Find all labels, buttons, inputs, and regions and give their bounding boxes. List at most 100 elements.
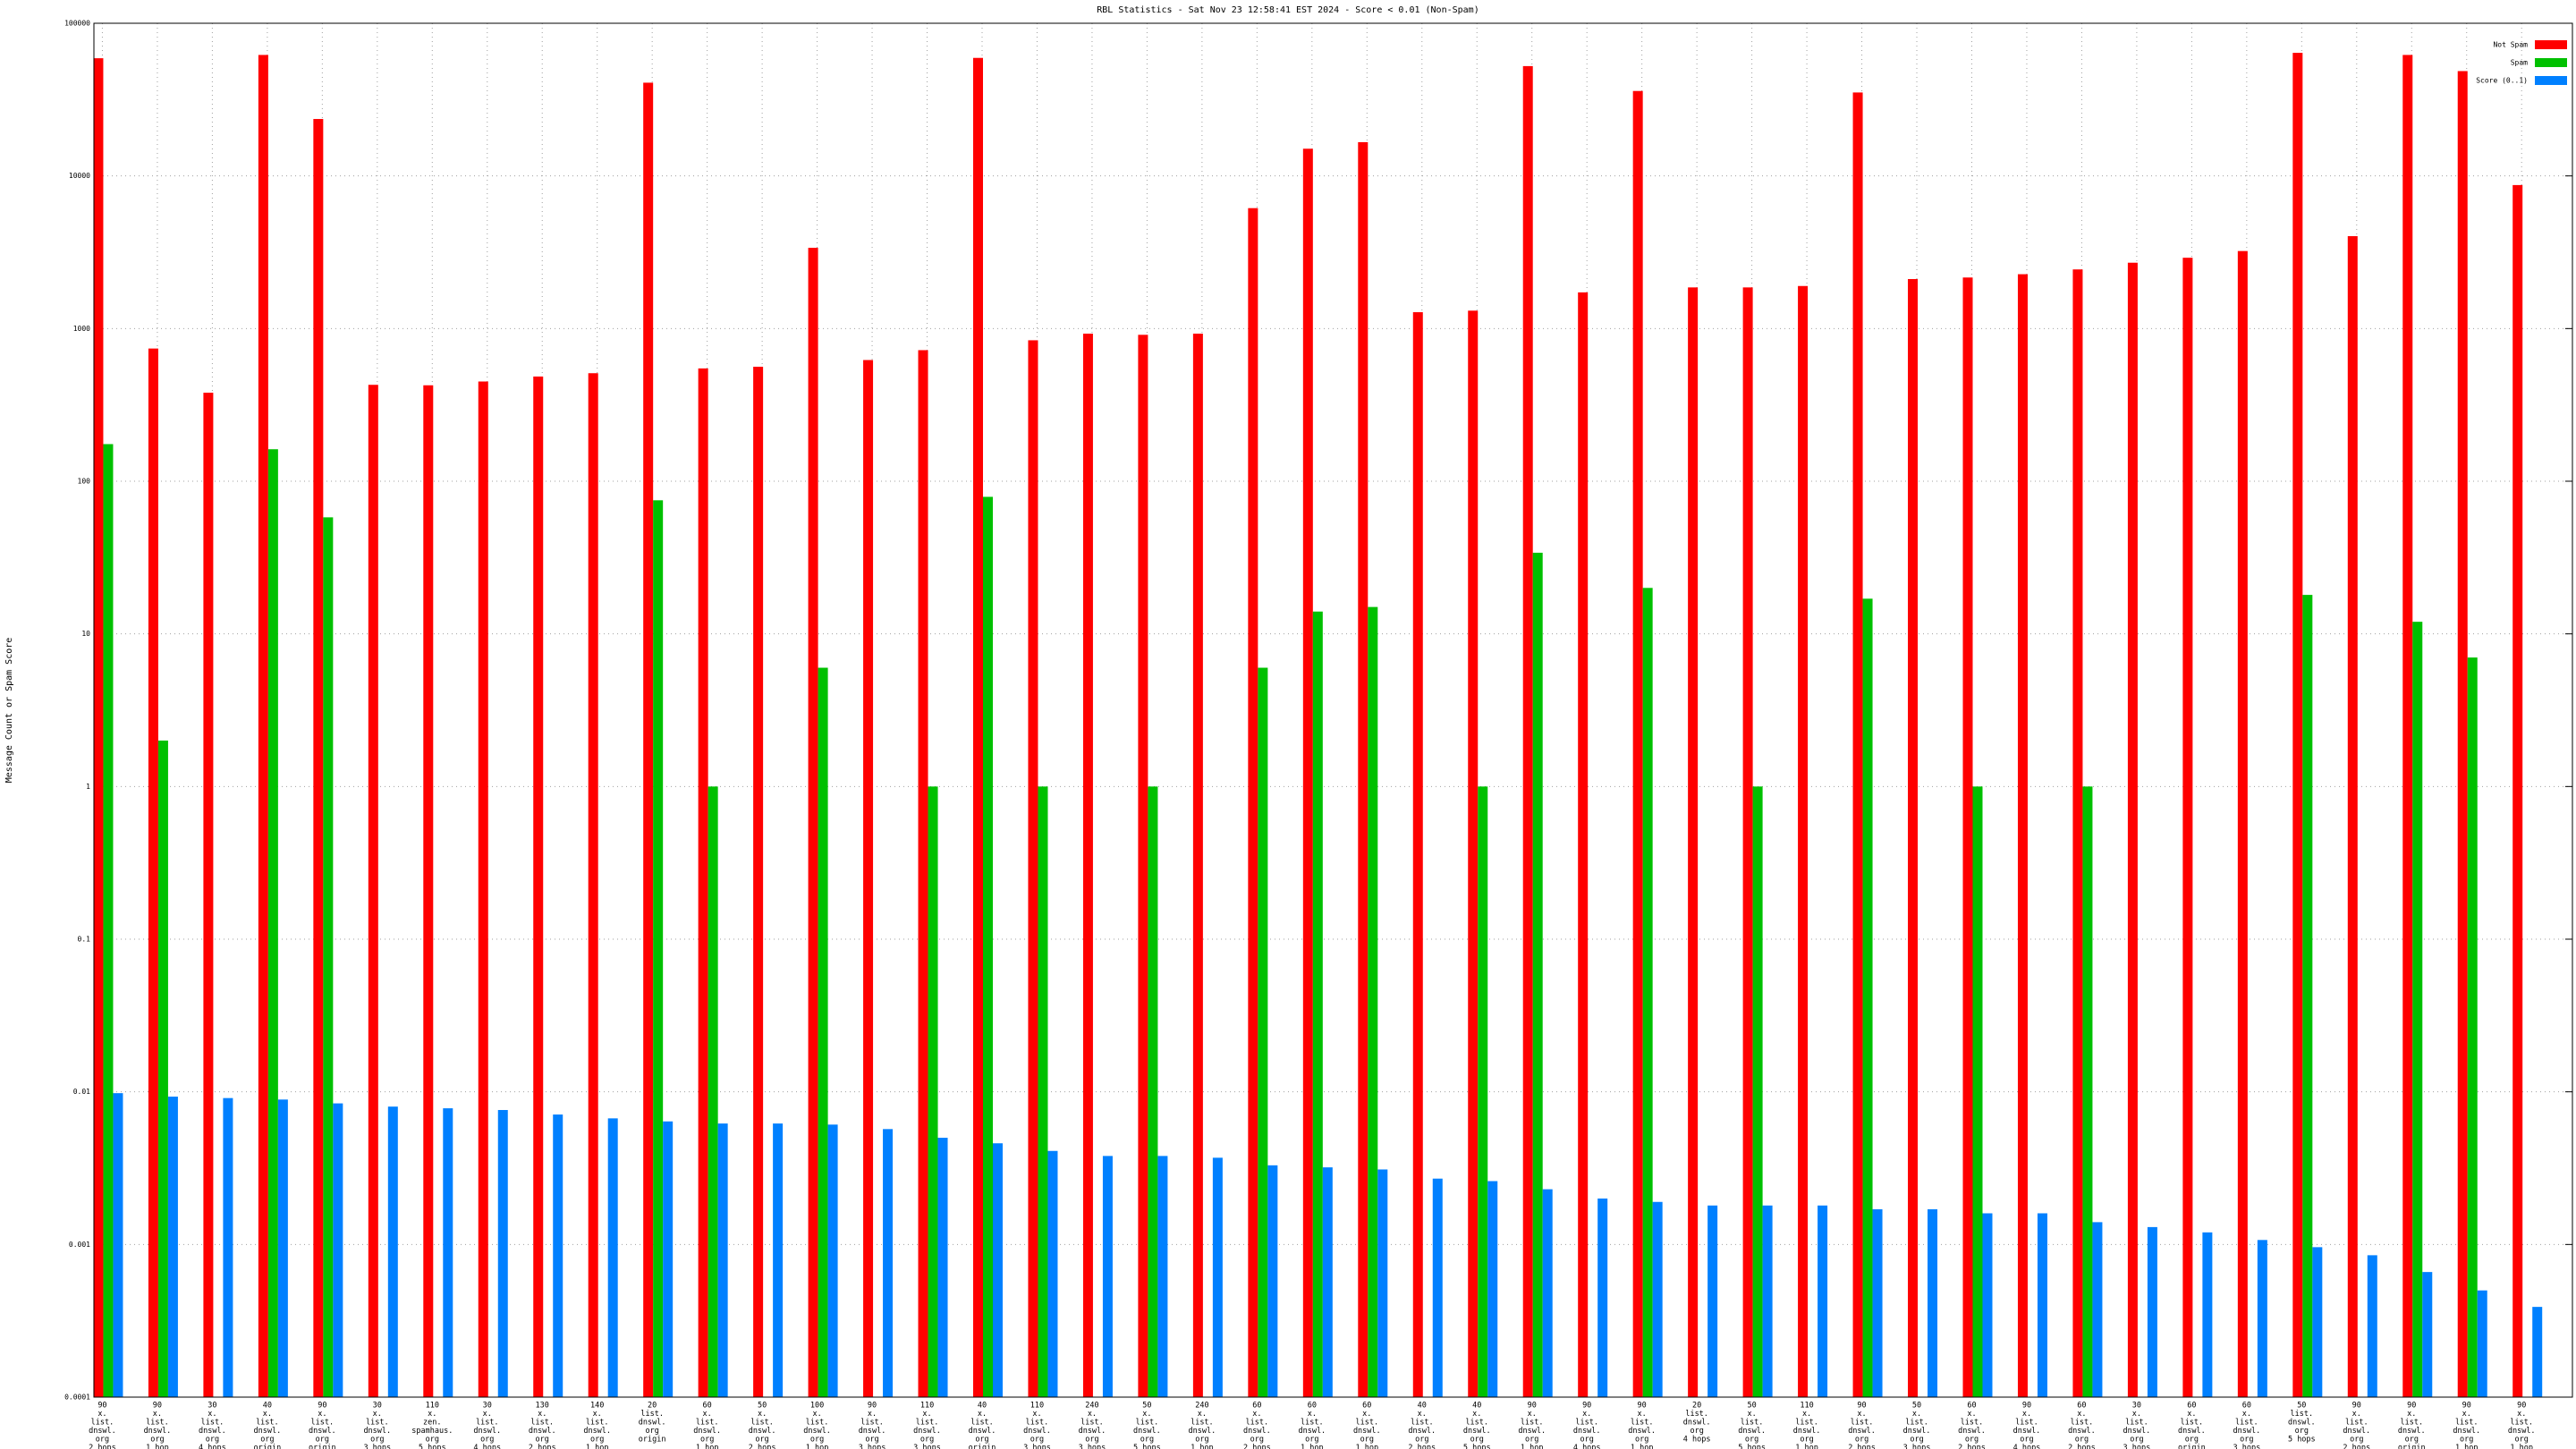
x-tick-label: org <box>2405 1436 2419 1445</box>
x-tick-label: x. <box>593 1410 602 1419</box>
x-tick-label: org <box>2185 1436 2199 1445</box>
x-tick-label: 3 hops <box>859 1444 886 1449</box>
bar <box>157 740 168 1397</box>
x-tick-label: 2 hops <box>749 1444 776 1449</box>
x-tick-label: org <box>150 1436 164 1445</box>
bar <box>1047 1150 1058 1397</box>
x-tick-label: 90 <box>97 1402 106 1411</box>
x-tick-label: x. <box>1747 1410 1756 1419</box>
x-tick-label: org <box>1195 1436 1208 1445</box>
bar <box>2422 1272 2433 1397</box>
x-tick-label: 4 hops <box>473 1444 501 1449</box>
bar <box>533 376 544 1397</box>
bar <box>653 500 664 1397</box>
x-tick-label: list. <box>2510 1419 2533 1428</box>
bar <box>1102 1156 1113 1397</box>
x-tick-label: 5 hops <box>1133 1444 1161 1449</box>
bar <box>258 55 268 1398</box>
bar <box>2072 269 2083 1398</box>
bar <box>1752 786 1763 1397</box>
bar <box>698 368 708 1397</box>
x-tick-label: 1 hop <box>1356 1444 1379 1449</box>
x-tick-label: list. <box>1080 1419 1104 1428</box>
x-tick-label: list. <box>476 1419 499 1428</box>
x-tick-label: origin <box>2178 1444 2206 1449</box>
x-tick-label: 130 <box>536 1402 549 1411</box>
x-tick-label: dnswl. <box>529 1427 556 1436</box>
bar <box>2402 55 2413 1398</box>
x-tick-label: org <box>1745 1436 1758 1445</box>
x-tick-label: list. <box>1411 1419 1434 1428</box>
x-tick-label: dnswl. <box>1243 1427 1271 1436</box>
y-tick-label: 0.001 <box>69 1241 90 1249</box>
x-tick-label: org <box>1910 1436 1923 1445</box>
x-tick-label: org <box>2515 1436 2529 1445</box>
x-tick-label: list. <box>1851 1419 1874 1428</box>
bar <box>323 517 334 1397</box>
legend-swatch <box>2535 58 2567 67</box>
bar <box>1762 1205 1773 1397</box>
bar <box>368 385 378 1397</box>
x-tick-label: 40 <box>263 1402 272 1411</box>
x-tick-label: 60 <box>1362 1402 1371 1411</box>
x-tick-label: list. <box>1356 1419 1379 1428</box>
x-tick-label: org <box>426 1436 439 1445</box>
x-tick-label: list. <box>696 1419 719 1428</box>
bar <box>708 786 718 1397</box>
x-tick-label: 90 <box>868 1402 877 1411</box>
y-tick-label: 0.0001 <box>64 1394 90 1402</box>
legend-label: Spam <box>2511 59 2528 67</box>
x-tick-label: dnswl. <box>859 1427 886 1436</box>
x-tick-label: 50 <box>2297 1402 2306 1411</box>
x-tick-label: x. <box>868 1410 877 1419</box>
x-tick-label: 50 <box>1747 1402 1756 1411</box>
x-tick-label: dnswl. <box>2013 1427 2041 1436</box>
x-tick-label: 110 <box>920 1402 934 1411</box>
bar <box>928 786 938 1397</box>
x-tick-label: x. <box>1142 1410 1151 1419</box>
bar <box>203 393 214 1397</box>
bar <box>1267 1165 1278 1397</box>
x-tick-label: 1 hop <box>1301 1444 1324 1449</box>
x-tick-label: dnswl. <box>969 1427 996 1436</box>
bar <box>1028 340 1038 1398</box>
bar <box>1468 310 1479 1397</box>
x-tick-label: 140 <box>590 1402 604 1411</box>
x-tick-label: 2 hops <box>1243 1444 1271 1449</box>
x-tick-label: org <box>96 1436 109 1445</box>
x-tick-label: org <box>1305 1436 1318 1445</box>
x-tick-label: list. <box>1136 1419 1159 1428</box>
x-tick-label: 3 hops <box>2233 1444 2260 1449</box>
x-tick-label: org <box>1690 1427 1703 1436</box>
x-tick-label: dnswl. <box>254 1427 282 1436</box>
x-tick-label: 30 <box>373 1402 382 1411</box>
x-tick-label: 110 <box>1030 1402 1044 1411</box>
x-tick-label: 2 hops <box>529 1444 556 1449</box>
x-tick-label: x. <box>1252 1410 1261 1419</box>
x-tick-label: org <box>2130 1436 2143 1445</box>
x-tick-label: org <box>755 1436 768 1445</box>
bar <box>643 82 654 1397</box>
x-tick-label: 5 hops <box>2288 1436 2316 1445</box>
x-tick-label: x. <box>1638 1410 1647 1419</box>
x-tick-label: org <box>480 1436 494 1445</box>
x-tick-label: 5 hops <box>419 1444 446 1449</box>
bar <box>883 1129 894 1397</box>
x-tick-label: x. <box>1967 1410 1976 1419</box>
x-tick-label: 2 hops <box>1408 1444 1436 1449</box>
bar <box>973 57 984 1397</box>
x-tick-label: x. <box>703 1410 712 1419</box>
bar <box>223 1097 233 1397</box>
x-tick-label: 60 <box>2187 1402 2196 1411</box>
bar <box>2237 250 2248 1397</box>
x-tick-label: dnswl. <box>1738 1427 1766 1436</box>
x-tick-label: 90 <box>2022 1402 2031 1411</box>
x-tick-label: x. <box>1032 1410 1041 1419</box>
bar <box>1082 334 1093 1397</box>
bar <box>333 1103 343 1397</box>
x-tick-label: 90 <box>1582 1402 1591 1411</box>
x-tick-label: 1 hop <box>1795 1444 1818 1449</box>
bar <box>863 360 874 1398</box>
x-tick-label: 40 <box>978 1402 987 1411</box>
